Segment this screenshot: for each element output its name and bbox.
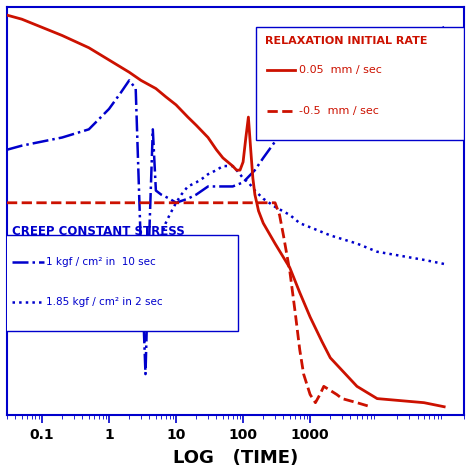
Text: -0.5  mm / sec: -0.5 mm / sec bbox=[299, 106, 379, 116]
Text: 1 kgf / cm² in  10 sec: 1 kgf / cm² in 10 sec bbox=[46, 257, 155, 267]
Text: 1.85 kgf / cm² in 2 sec: 1.85 kgf / cm² in 2 sec bbox=[46, 297, 163, 307]
FancyBboxPatch shape bbox=[256, 27, 465, 139]
Text: CREEP CONSTANT STRESS: CREEP CONSTANT STRESS bbox=[12, 225, 185, 238]
FancyBboxPatch shape bbox=[5, 236, 238, 331]
X-axis label: LOG   (TIME): LOG (TIME) bbox=[173, 449, 298, 467]
Text: RELAXATION INITIAL RATE: RELAXATION INITIAL RATE bbox=[265, 36, 428, 46]
Text: 0.05  mm / sec: 0.05 mm / sec bbox=[299, 65, 382, 75]
